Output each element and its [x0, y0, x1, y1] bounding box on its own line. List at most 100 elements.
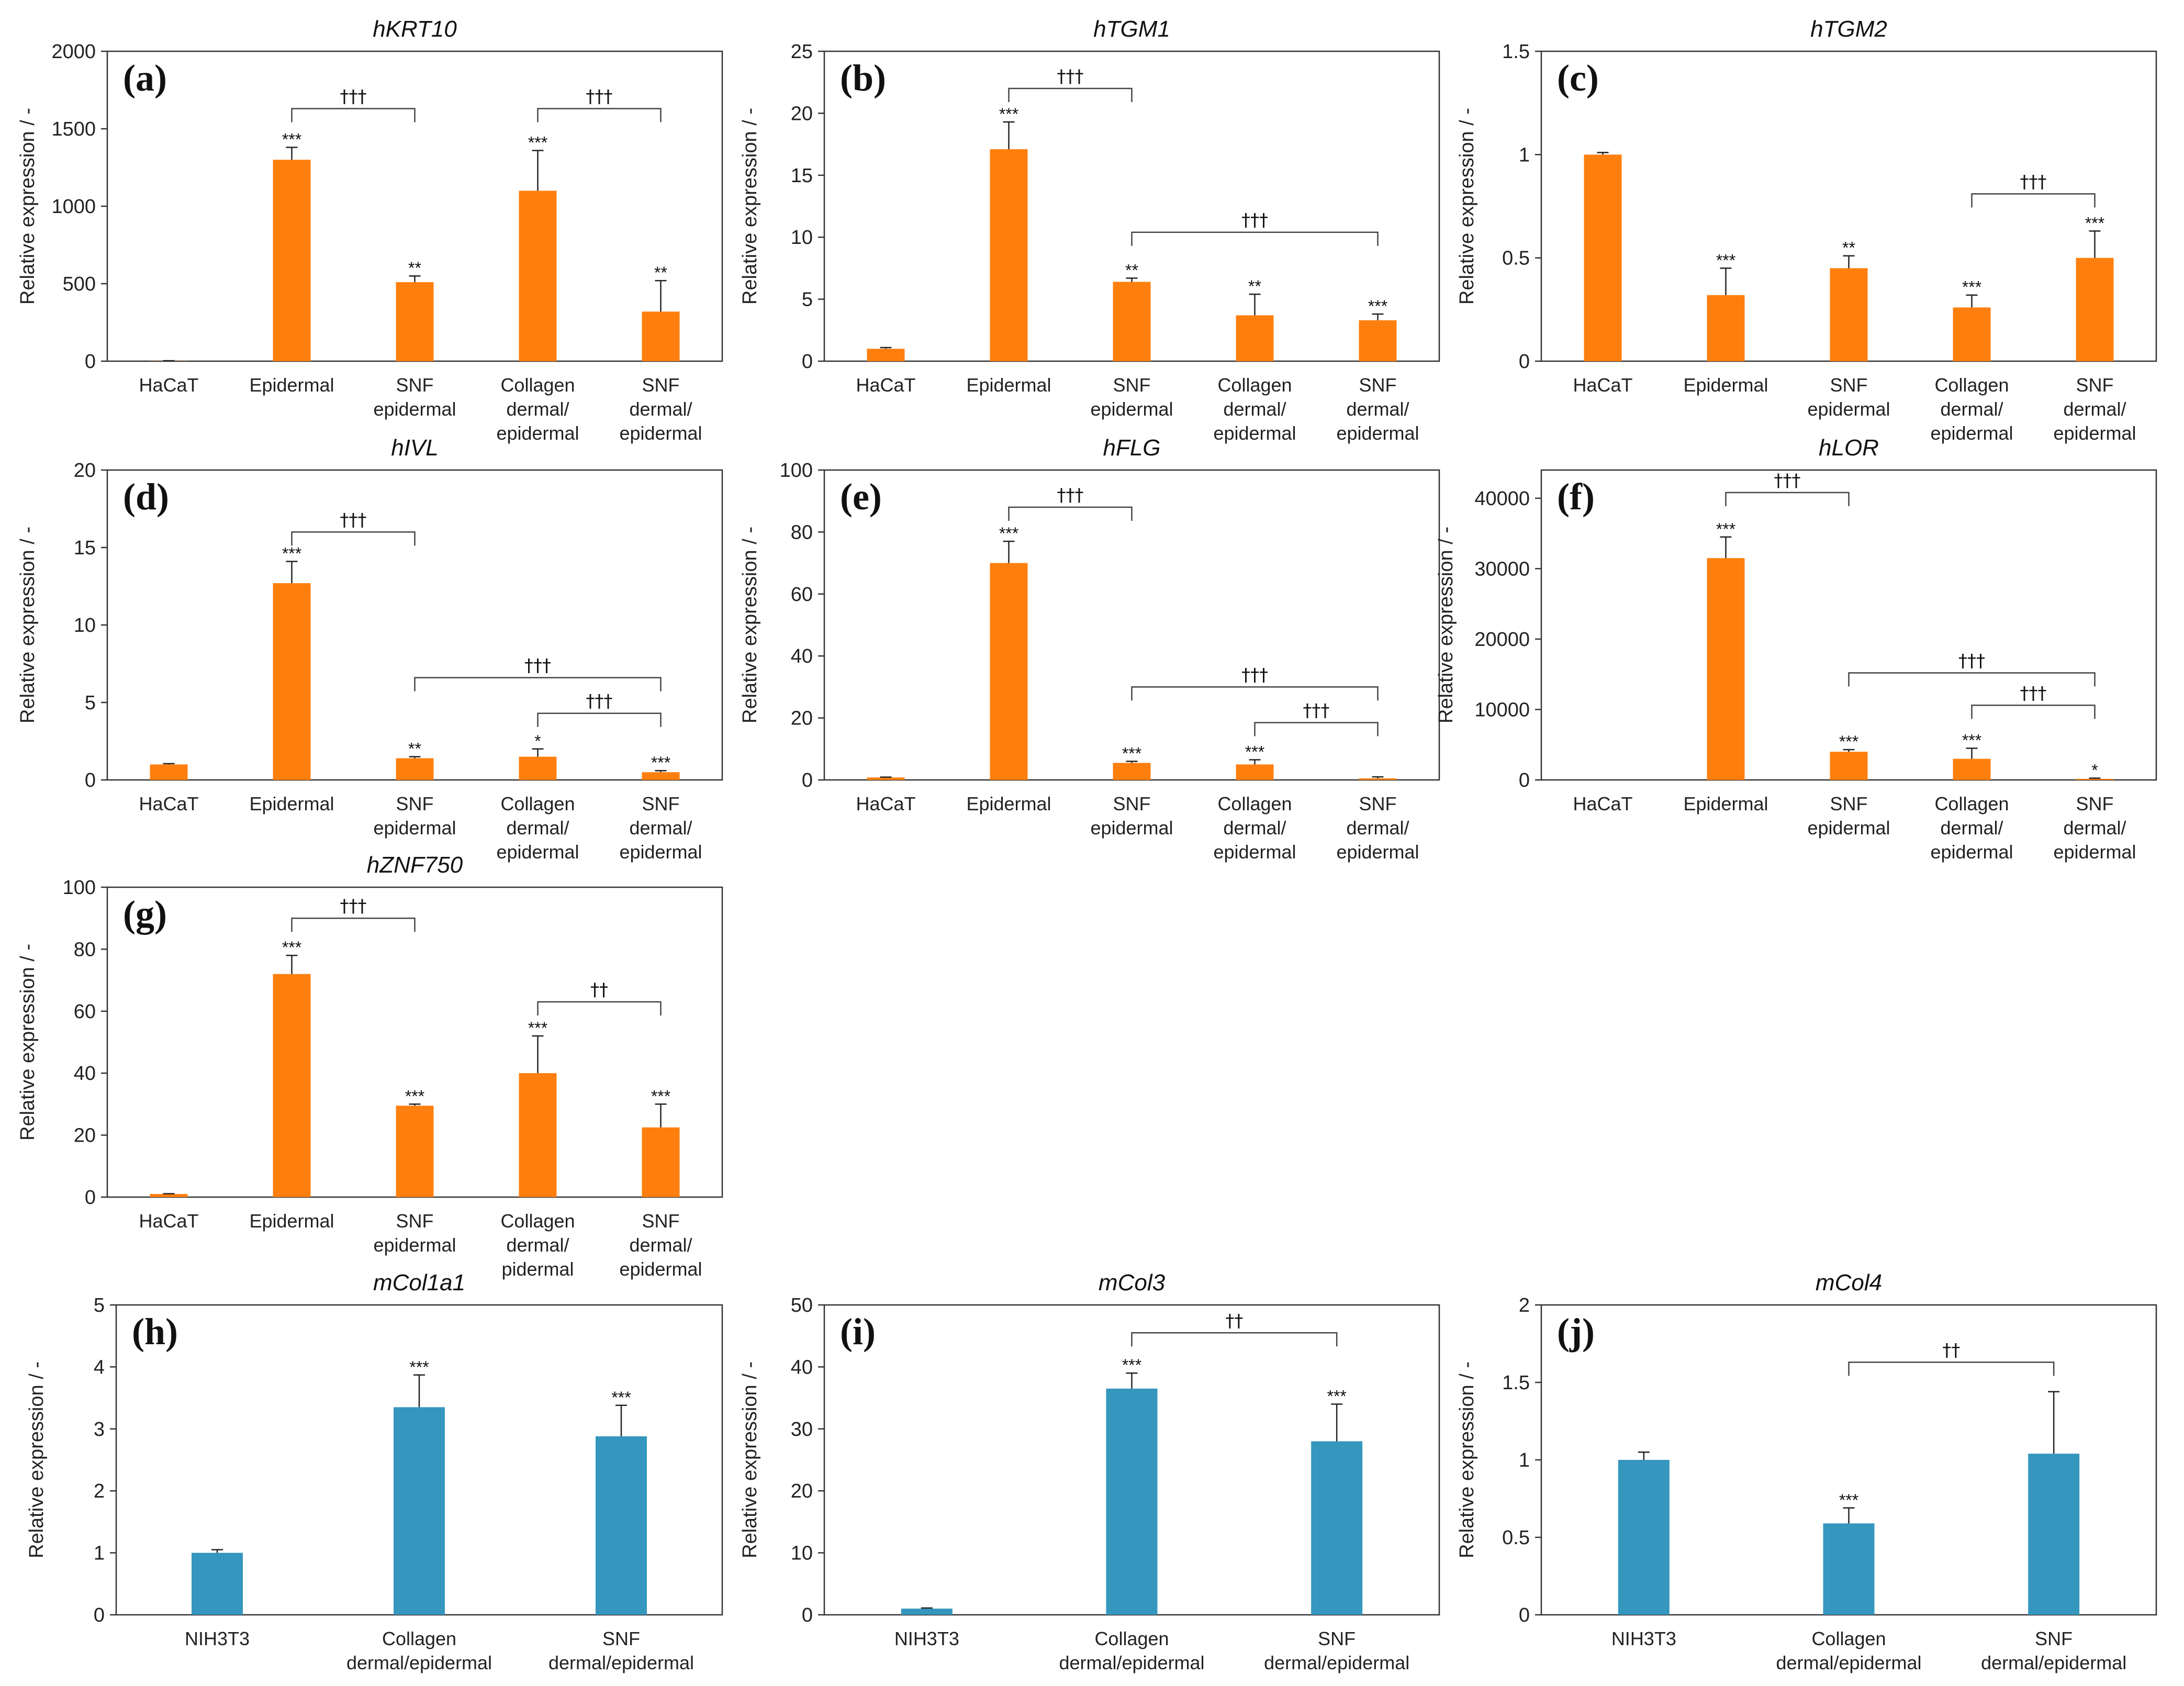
- x-category-label: SNF dermal/epidermal: [2053, 374, 2136, 444]
- category-line: dermal/: [629, 398, 692, 420]
- panel-label: (i): [840, 1311, 876, 1353]
- category-line: epidermal: [1336, 422, 1419, 444]
- category-line: HaCaT: [856, 793, 915, 814]
- y-tick-label: 20: [74, 460, 96, 482]
- significance-stars: ***: [528, 1019, 547, 1037]
- bracket-label: ††: [590, 979, 608, 1000]
- category-line: Collagen: [1934, 793, 2009, 814]
- y-tick-label: 2000: [51, 41, 96, 63]
- bar-3: [396, 758, 434, 780]
- y-tick-label: 500: [63, 273, 96, 295]
- category-line: epidermal: [2053, 841, 2136, 863]
- category-line: Collagen: [382, 1628, 456, 1649]
- bar-3: [2028, 1454, 2080, 1615]
- category-line: HaCaT: [139, 374, 198, 396]
- y-tick-label: 80: [74, 939, 96, 961]
- bar-3: [1830, 752, 1868, 780]
- x-category-label: SNF epidermal: [1090, 374, 1173, 420]
- significance-bracket: [1008, 87, 1133, 103]
- x-category-label: SNF dermal/epidermal: [1336, 374, 1419, 444]
- y-axis-label: Relative expression / -: [739, 527, 761, 723]
- significance-bracket: [537, 1001, 662, 1016]
- bracket-label: †††: [1774, 470, 1801, 491]
- significance-stars: ***: [282, 130, 301, 149]
- bracket-label: †††: [340, 86, 367, 107]
- chart-title: hTGM2: [1810, 16, 1887, 42]
- panel-a: hKRT10 (a) 0 500 1000 1500 2000 Relative expres…: [17, 16, 723, 444]
- y-tick-label: 5: [94, 1294, 105, 1316]
- category-line: Epidermal: [966, 793, 1051, 814]
- significance-stars: **: [654, 263, 667, 282]
- panel-label: (e): [840, 476, 882, 518]
- category-line: epidermal: [373, 817, 456, 839]
- category-line: SNF: [396, 1210, 434, 1232]
- bar-3: [1113, 282, 1151, 361]
- y-tick-label: 4: [94, 1356, 105, 1378]
- significance-stars: ***: [1962, 731, 1981, 750]
- significance-stars: ***: [1327, 1387, 1346, 1405]
- category-line: Collagen: [1094, 1628, 1169, 1649]
- y-tick-label: 1: [1519, 1449, 1530, 1471]
- significance-stars: ***: [1839, 1491, 1858, 1510]
- significance-stars: ***: [2085, 214, 2104, 232]
- y-tick-label: 0: [802, 769, 813, 791]
- bar-4: [1236, 764, 1274, 780]
- x-category-label: SNF epidermal: [1090, 793, 1173, 839]
- x-category-label: HaCaT: [139, 1210, 198, 1232]
- bracket-label: †††: [524, 655, 551, 676]
- significance-bracket: [1131, 231, 1379, 246]
- panel-label: (f): [1557, 476, 1595, 518]
- bar-1: [867, 349, 905, 361]
- y-tick-label: 0: [85, 351, 96, 373]
- category-line: Epidermal: [1683, 374, 1768, 396]
- x-category-label: HaCaT: [1573, 374, 1632, 396]
- bar-2: [273, 974, 311, 1197]
- bar-3: [1113, 763, 1151, 780]
- significance-bracket: [537, 108, 662, 122]
- category-line: epidermal: [1807, 817, 1890, 839]
- bar-2: [273, 160, 311, 361]
- x-category-label: HaCaT: [1573, 793, 1632, 814]
- x-category-label: SNF epidermal: [1807, 374, 1890, 420]
- y-tick-label: 1000: [51, 196, 96, 218]
- x-category-label: SNF dermal/epidermal: [619, 1210, 702, 1280]
- bar-1: [150, 764, 188, 780]
- y-tick-label: 40: [791, 1356, 813, 1378]
- category-line: epidermal: [1807, 398, 1890, 420]
- y-axis-label: Relative expression / -: [17, 108, 39, 305]
- bar-1: [901, 1609, 953, 1615]
- y-tick-label: 60: [74, 1001, 96, 1023]
- significance-stars: ***: [528, 133, 547, 152]
- significance-bracket: [414, 677, 662, 691]
- bar-4: [1236, 315, 1274, 361]
- bracket-label: †††: [1303, 700, 1330, 721]
- x-category-label: HaCaT: [856, 793, 915, 814]
- y-axis-label: Relative expression / -: [1456, 108, 1478, 305]
- category-line: epidermal: [496, 841, 579, 863]
- y-tick-label: 30: [791, 1419, 813, 1441]
- x-category-label: SNF epidermal: [373, 1210, 456, 1256]
- chart-title: mCol3: [1099, 1270, 1166, 1296]
- bar-2: [990, 149, 1028, 361]
- significance-stars: *: [534, 732, 541, 751]
- category-line: epidermal: [619, 1258, 702, 1280]
- category-line: SNF: [1359, 793, 1397, 814]
- y-tick-label: 30000: [1474, 558, 1530, 580]
- category-line: dermal/: [2063, 817, 2126, 839]
- significance-stars: ***: [282, 544, 301, 563]
- category-line: dermal/: [2063, 398, 2126, 420]
- category-line: Collagen: [1811, 1628, 1886, 1649]
- bar-1: [150, 1194, 188, 1197]
- significance-stars: **: [408, 259, 421, 277]
- y-tick-label: 20000: [1474, 629, 1530, 651]
- chart-title: hLOR: [1819, 435, 1879, 461]
- bar-1: [1618, 1460, 1670, 1615]
- category-line: epidermal: [1213, 422, 1296, 444]
- x-category-label: Epidermal: [1683, 374, 1768, 396]
- significance-stars: ***: [409, 1358, 429, 1377]
- y-tick-label: 20: [74, 1125, 96, 1147]
- significance-stars: ***: [1245, 743, 1264, 762]
- category-line: dermal/: [506, 1234, 569, 1256]
- bar-4: [519, 756, 557, 780]
- y-tick-label: 20: [791, 103, 813, 125]
